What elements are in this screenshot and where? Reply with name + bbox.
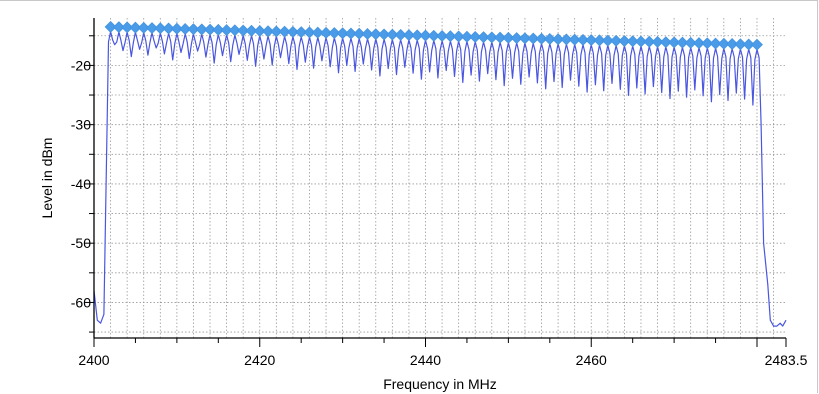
peak-marker-13 — [212, 23, 225, 36]
peak-marker-22 — [286, 25, 299, 38]
peak-marker-layer — [104, 20, 763, 51]
peak-marker-60 — [601, 34, 614, 47]
peak-marker-43 — [461, 30, 473, 43]
peak-marker-63 — [626, 35, 639, 48]
peak-marker-23 — [295, 26, 308, 39]
peak-marker-1 — [112, 21, 125, 34]
peak-marker-30 — [353, 27, 366, 40]
peak-marker-59 — [593, 34, 606, 47]
peak-marker-10 — [187, 23, 200, 36]
peak-marker-74 — [717, 37, 730, 50]
peak-marker-12 — [204, 23, 216, 36]
peak-marker-4 — [137, 21, 150, 34]
peak-marker-9 — [179, 23, 192, 35]
peak-marker-64 — [635, 35, 647, 48]
peak-marker-40 — [436, 30, 448, 42]
peak-marker-6 — [154, 22, 167, 35]
y-tick-label-1: -30 — [71, 117, 91, 133]
peak-marker-65 — [643, 35, 656, 48]
peak-marker-67 — [659, 36, 672, 49]
peak-marker-73 — [709, 37, 722, 50]
peak-marker-47 — [494, 31, 507, 44]
peak-marker-14 — [220, 24, 233, 37]
peak-marker-77 — [742, 38, 755, 51]
peak-marker-48 — [502, 31, 515, 44]
peak-marker-15 — [228, 24, 241, 37]
peak-marker-7 — [162, 22, 175, 35]
spectrum-trace — [93, 31, 787, 327]
peak-marker-20 — [270, 25, 283, 38]
peak-marker-54 — [552, 33, 565, 46]
peak-marker-17 — [245, 24, 258, 37]
peak-marker-49 — [510, 32, 523, 44]
peak-marker-55 — [560, 33, 573, 46]
peak-marker-26 — [320, 26, 332, 39]
peak-marker-62 — [618, 35, 631, 47]
peak-marker-71 — [693, 37, 705, 49]
peak-marker-8 — [170, 22, 183, 35]
peak-marker-75 — [726, 38, 739, 50]
peak-marker-28 — [336, 27, 349, 40]
x-axis-title: Frequency in MHz — [383, 376, 497, 392]
y-axis-title: Level in dBm — [39, 138, 55, 219]
peak-marker-52 — [535, 32, 548, 45]
peak-marker-33 — [378, 28, 390, 41]
peak-marker-53 — [543, 33, 556, 45]
peak-marker-45 — [477, 31, 490, 44]
x-tick-label-4: 2483.5 — [765, 352, 808, 368]
peak-marker-18 — [253, 25, 266, 37]
axes — [93, 18, 786, 339]
trace-layer — [93, 31, 787, 327]
peak-marker-19 — [262, 25, 274, 38]
peak-marker-24 — [303, 26, 316, 39]
peak-marker-37 — [411, 29, 424, 42]
peak-marker-35 — [394, 28, 407, 41]
peak-marker-76 — [734, 38, 747, 51]
peak-marker-5 — [146, 22, 158, 34]
x-tick-label-3: 2460 — [576, 352, 607, 368]
peak-marker-56 — [568, 33, 581, 46]
peak-marker-51 — [527, 32, 540, 45]
peak-marker-66 — [651, 36, 664, 48]
peak-marker-32 — [369, 28, 382, 41]
peak-marker-31 — [361, 28, 374, 40]
x-tick-label-2: 2440 — [410, 352, 441, 368]
grid-lines — [94, 18, 786, 338]
peak-marker-21 — [278, 25, 291, 38]
x-tick-label-1: 2420 — [244, 352, 275, 368]
peak-marker-29 — [344, 27, 357, 40]
peak-marker-50 — [519, 32, 531, 45]
peak-marker-42 — [452, 30, 465, 43]
peak-marker-69 — [676, 36, 689, 49]
peak-marker-39 — [427, 29, 440, 42]
peak-marker-36 — [402, 29, 415, 42]
peak-marker-68 — [668, 36, 681, 49]
peak-marker-38 — [419, 29, 432, 42]
peak-marker-78 — [751, 38, 763, 51]
peak-marker-34 — [386, 28, 399, 41]
peak-marker-46 — [485, 31, 498, 44]
peak-marker-61 — [610, 34, 623, 47]
peak-marker-3 — [129, 21, 142, 34]
x-tick-label-0: 2400 — [78, 352, 109, 368]
y-tick-label-0: -20 — [71, 57, 91, 73]
peak-marker-11 — [195, 23, 208, 36]
peak-marker-25 — [311, 26, 324, 39]
peak-marker-70 — [684, 36, 697, 49]
peak-marker-27 — [328, 27, 341, 39]
peak-marker-72 — [701, 37, 714, 50]
peak-marker-2 — [121, 21, 134, 34]
y-tick-label-2: -40 — [71, 176, 91, 192]
peak-marker-58 — [585, 34, 598, 47]
peak-marker-16 — [237, 24, 250, 37]
peak-marker-57 — [577, 33, 589, 46]
y-tick-label-4: -60 — [71, 294, 91, 310]
peak-marker-41 — [444, 30, 457, 43]
y-tick-label-3: -50 — [71, 235, 91, 251]
ticks: 2400 2420 2440 2460 2483.5 -20 -30 -40 -50 -60 — [71, 35, 808, 368]
peak-marker-44 — [469, 30, 482, 43]
peak-marker-0 — [104, 20, 117, 33]
